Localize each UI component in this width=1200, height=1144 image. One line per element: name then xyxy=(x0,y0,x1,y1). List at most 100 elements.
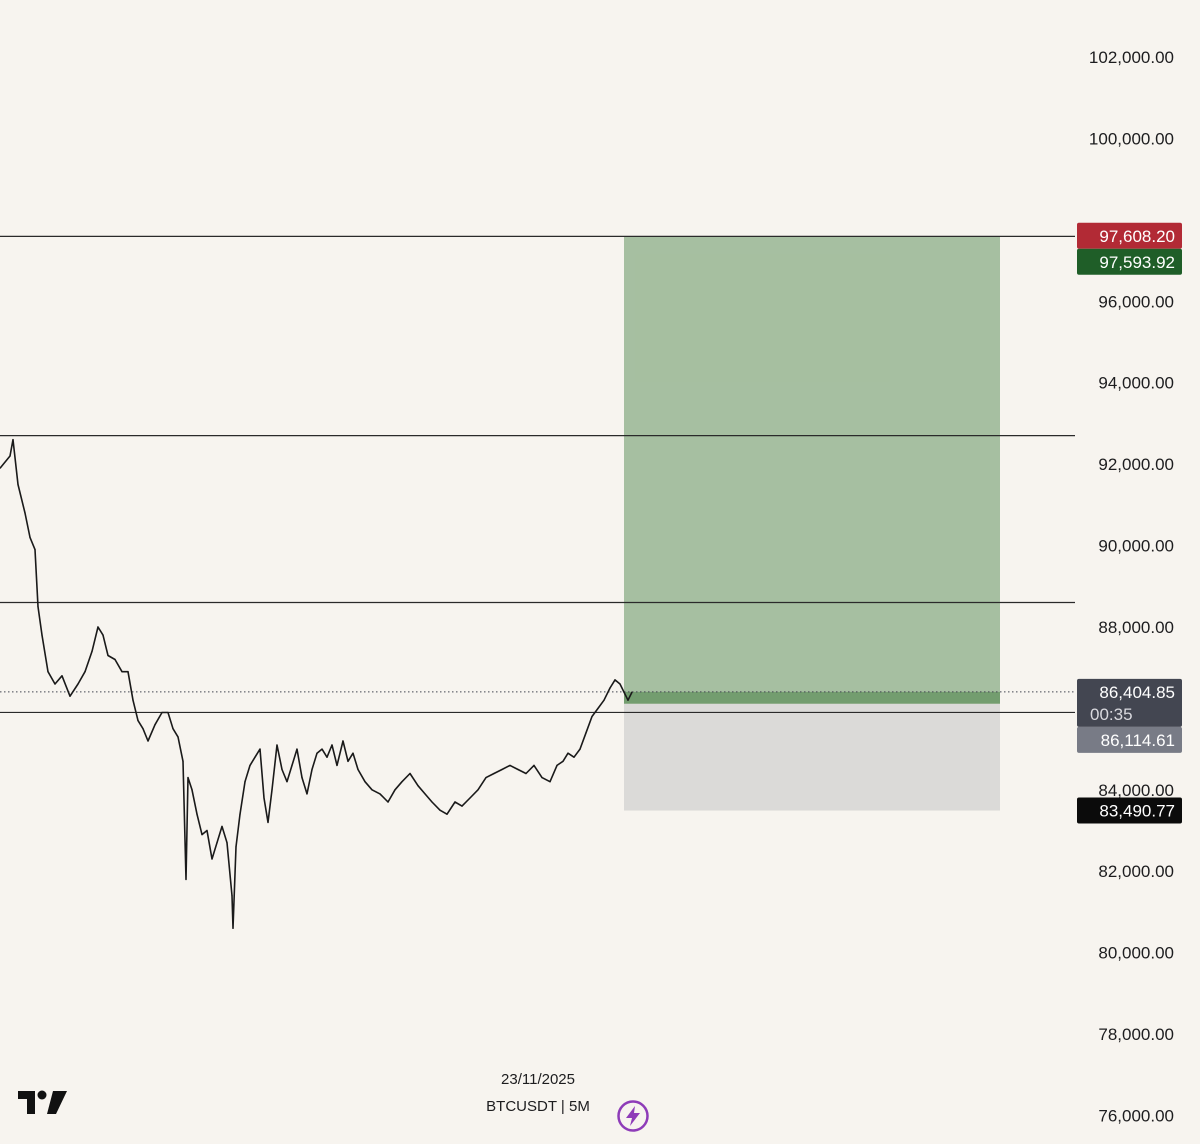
price-point xyxy=(291,764,293,766)
price-point xyxy=(286,781,288,783)
price-point xyxy=(281,768,283,771)
y-axis-tick-label: 90,000.00 xyxy=(1098,537,1174,556)
price-point xyxy=(614,679,616,681)
price-point xyxy=(91,650,93,652)
price-point xyxy=(102,634,104,636)
price-point xyxy=(239,813,241,815)
price-point xyxy=(364,781,366,783)
price-badge-0[interactable] xyxy=(1077,222,1182,249)
y-axis-tick-label: 80,000.00 xyxy=(1098,944,1174,963)
price-point xyxy=(24,512,26,514)
price-point xyxy=(0,467,1,469)
price-point xyxy=(249,764,251,766)
position-profit-zone[interactable] xyxy=(624,236,1000,704)
footer-date: 23/11/2025 xyxy=(501,1071,575,1088)
price-point xyxy=(127,671,129,673)
price-point xyxy=(61,675,63,677)
price-point xyxy=(439,809,441,811)
price-point xyxy=(579,748,581,750)
price-point xyxy=(347,760,349,762)
tradingview-logo-icon[interactable] xyxy=(18,1088,70,1116)
price-point xyxy=(409,772,411,775)
price-point xyxy=(232,927,234,929)
y-axis-tick-label: 94,000.00 xyxy=(1098,374,1174,393)
countdown-label: 00:35 xyxy=(1090,705,1133,724)
price-badge-1[interactable] xyxy=(1077,248,1182,275)
price-point xyxy=(316,752,318,754)
price-point xyxy=(185,878,187,880)
price-badge-3[interactable] xyxy=(1077,726,1182,753)
price-point xyxy=(182,760,184,762)
price-point xyxy=(562,760,564,762)
price-point xyxy=(493,772,495,775)
price-badge-4[interactable] xyxy=(1077,797,1182,824)
price-point xyxy=(231,895,233,897)
price-point xyxy=(619,683,621,685)
price-point xyxy=(591,715,593,718)
y-axis-tick-label: 76,000.00 xyxy=(1098,1107,1174,1126)
price-point xyxy=(301,776,303,779)
y-axis-tick-label: 78,000.00 xyxy=(1098,1025,1174,1044)
price-point xyxy=(311,768,313,771)
price-point xyxy=(321,748,323,750)
price-point xyxy=(37,606,39,608)
price-point xyxy=(556,764,558,766)
price-point xyxy=(296,748,298,750)
footer-symbol-timeframe: BTCUSDT | 5M xyxy=(486,1098,590,1115)
y-axis-tick-label: 88,000.00 xyxy=(1098,618,1174,637)
y-axis-tick-label: 82,000.00 xyxy=(1098,862,1174,881)
price-point xyxy=(161,711,163,714)
price-point xyxy=(107,654,109,657)
price-badge-label-1: 97,593.92 xyxy=(1099,253,1175,272)
price-badge-label-2: 86,404.85 xyxy=(1099,683,1175,702)
price-point xyxy=(226,842,228,844)
price-point xyxy=(216,842,218,844)
price-point xyxy=(597,707,599,709)
price-point xyxy=(132,699,134,701)
price-point xyxy=(77,683,79,685)
price-point xyxy=(567,752,569,754)
price-point xyxy=(206,829,208,832)
price-point xyxy=(469,797,471,799)
price-point xyxy=(54,683,56,685)
price-point xyxy=(573,756,575,758)
price-point xyxy=(371,789,373,791)
price-point xyxy=(417,785,419,787)
price-point xyxy=(196,813,198,815)
price-point xyxy=(609,687,611,689)
price-point xyxy=(259,748,261,750)
price-point xyxy=(137,719,139,722)
price-point xyxy=(357,768,359,771)
price-point xyxy=(235,846,237,848)
price-point xyxy=(454,801,456,803)
price-point xyxy=(352,752,354,754)
price-point xyxy=(187,776,189,779)
price-point xyxy=(379,793,381,795)
price-badge-label-4: 83,490.77 xyxy=(1099,802,1175,821)
price-point xyxy=(29,536,31,538)
price-point xyxy=(191,789,193,791)
price-badge-2[interactable] xyxy=(1077,678,1182,727)
price-point xyxy=(121,671,123,673)
price-point xyxy=(254,756,256,758)
price-series-line-0 xyxy=(0,438,633,929)
price-badge-label-0: 97,608.20 xyxy=(1099,227,1175,246)
y-axis-tick-label: 96,000.00 xyxy=(1098,292,1174,311)
price-point xyxy=(172,728,174,730)
price-point xyxy=(603,699,605,701)
price-badge-label-3: 86,114.61 xyxy=(1101,731,1175,750)
price-point xyxy=(401,781,403,783)
price-point xyxy=(9,455,11,457)
position-loss-zone[interactable] xyxy=(624,703,1000,811)
price-point xyxy=(342,740,344,742)
lightning-bolt-icon[interactable] xyxy=(616,1099,650,1133)
price-point xyxy=(525,772,527,775)
price-point xyxy=(326,756,328,758)
price-point xyxy=(424,793,426,795)
price-point xyxy=(177,736,179,738)
price-point xyxy=(221,825,223,828)
price-point xyxy=(541,776,543,779)
price-point xyxy=(477,789,479,791)
price-point xyxy=(147,740,149,742)
